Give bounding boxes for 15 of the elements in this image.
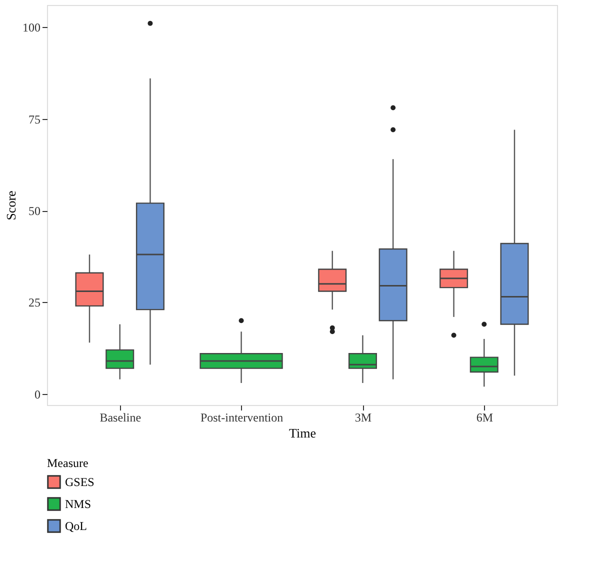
legend-label: QoL [65, 519, 87, 533]
y-tick-label: 25 [28, 296, 40, 310]
y-axis-title: Score [4, 190, 18, 220]
legend-label: NMS [65, 497, 92, 511]
y-tick-label: 100 [22, 20, 40, 35]
x-tick-label: 6M [476, 410, 494, 424]
y-tick-label: 75 [28, 112, 40, 126]
x-tick-label: Baseline [100, 410, 142, 424]
legend-label: GSES [65, 475, 94, 489]
x-tick-label: Post-intervention [200, 410, 284, 424]
y-tick-label: 50 [28, 204, 40, 218]
legend-title: Measure [47, 456, 88, 470]
y-tick-label: 0 [34, 387, 40, 402]
x-tick-label: 3M [354, 410, 372, 424]
x-axis-title: Time [289, 426, 316, 440]
